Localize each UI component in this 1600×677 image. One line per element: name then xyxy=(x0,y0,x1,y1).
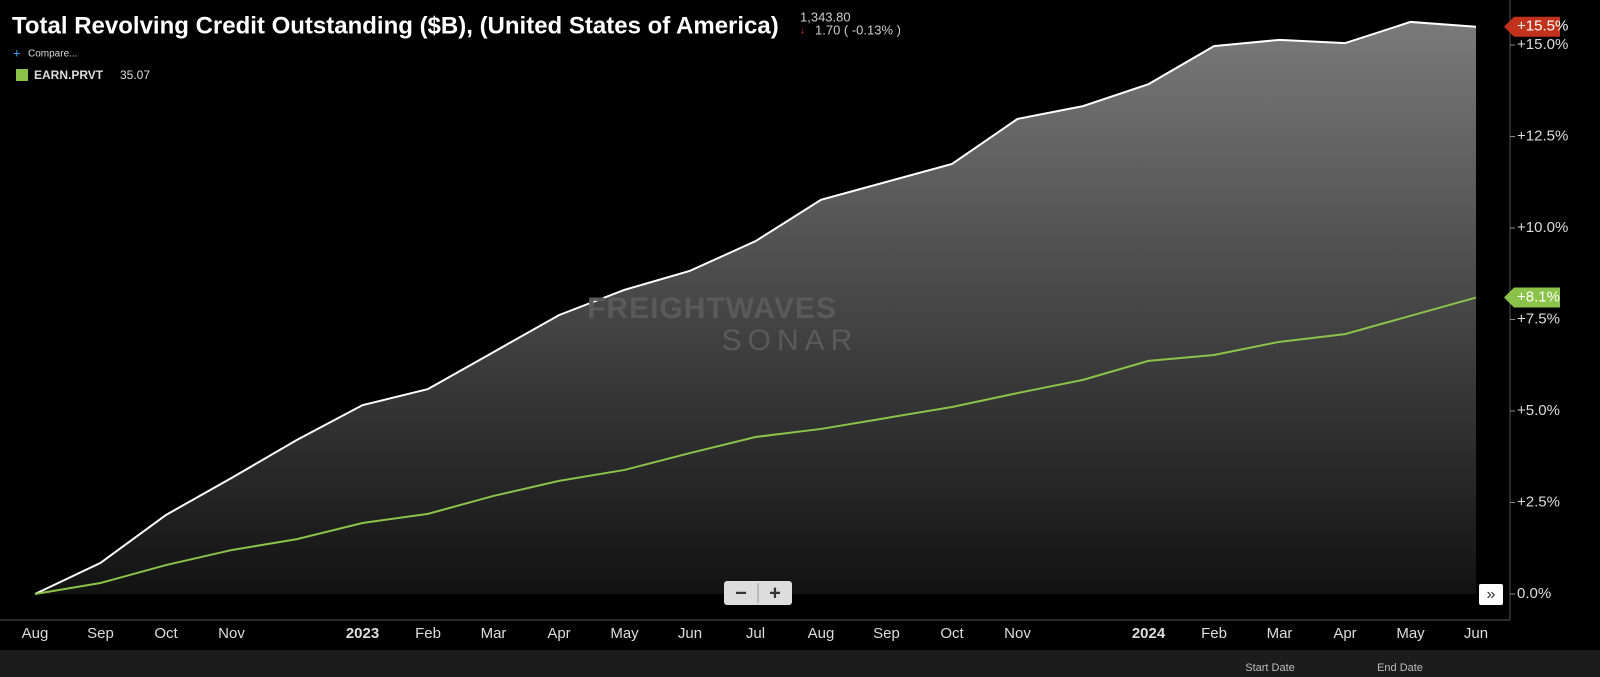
zoom-out[interactable]: − xyxy=(735,582,747,604)
scroll-right[interactable]: » xyxy=(1487,586,1496,603)
line xyxy=(34,296,1477,595)
y-tick-label: +2.5% xyxy=(1517,493,1560,510)
compare-icon[interactable]: + xyxy=(13,45,21,60)
x-tick-label: Apr xyxy=(1333,625,1356,642)
y-tick-label: 0.0% xyxy=(1517,585,1551,602)
start-date-label: Start Date xyxy=(1245,662,1295,674)
x-tick-label: Jun xyxy=(1464,625,1488,642)
x-tick-label: Jun xyxy=(678,625,702,642)
x-tick-label: Nov xyxy=(218,625,245,642)
chart-title: Total Revolving Credit Outstanding ($B),… xyxy=(12,12,779,39)
legend-value: 35.07 xyxy=(120,68,150,82)
x-tick-label: Feb xyxy=(1201,625,1227,642)
zoom-in[interactable]: + xyxy=(769,582,781,604)
compare-link[interactable]: Compare... xyxy=(28,49,77,60)
x-tick-label: Nov xyxy=(1004,625,1031,642)
footer-bar xyxy=(0,650,1600,677)
legend-label: EARN.PRVT xyxy=(34,68,104,82)
x-tick-label: Aug xyxy=(808,625,835,642)
x-tick-label: Oct xyxy=(940,625,964,642)
y-tick-label: +7.5% xyxy=(1517,310,1560,327)
watermark-product: SONAR xyxy=(722,324,859,357)
x-tick-label: May xyxy=(610,625,639,642)
line xyxy=(34,20,1477,595)
y-tick-label: +5.0% xyxy=(1517,402,1560,419)
x-tick-label: Feb xyxy=(415,625,441,642)
end-label: +15.5% xyxy=(1517,18,1568,35)
x-tick-label: 2024 xyxy=(1132,625,1166,642)
x-tick-label: Mar xyxy=(481,625,507,642)
price-change: 1.70 ( -0.13% ) xyxy=(815,22,901,37)
x-tick-label: Sep xyxy=(873,625,900,642)
zoom-controls: − + xyxy=(724,581,792,605)
area xyxy=(35,21,1476,594)
price: 1,343.80 xyxy=(800,9,851,24)
x-tick-label: Aug xyxy=(22,625,49,642)
y-tick-label: +15.0% xyxy=(1517,36,1568,53)
end-label: +8.1% xyxy=(1517,289,1560,306)
x-tick-label: Sep xyxy=(87,625,114,642)
scroll-button-box[interactable] xyxy=(1479,584,1503,605)
legend-swatch xyxy=(16,69,28,81)
x-tick-label: Oct xyxy=(154,625,178,642)
x-tick-label: 2023 xyxy=(346,625,379,642)
end-date-label: End Date xyxy=(1377,662,1423,674)
y-tick-label: +12.5% xyxy=(1517,127,1568,144)
x-tick-label: May xyxy=(1396,625,1425,642)
x-tick-label: Apr xyxy=(547,625,570,642)
end-label-flag xyxy=(1504,287,1560,308)
down-arrow: ↓ xyxy=(800,26,805,37)
x-tick-label: Jul xyxy=(746,625,765,642)
end-label-flag xyxy=(1504,16,1560,37)
y-tick-label: +10.0% xyxy=(1517,219,1568,236)
x-tick-label: Mar xyxy=(1267,625,1293,642)
plot-area xyxy=(34,20,1477,595)
watermark-brand: FREIGHTWAVES xyxy=(587,292,837,325)
